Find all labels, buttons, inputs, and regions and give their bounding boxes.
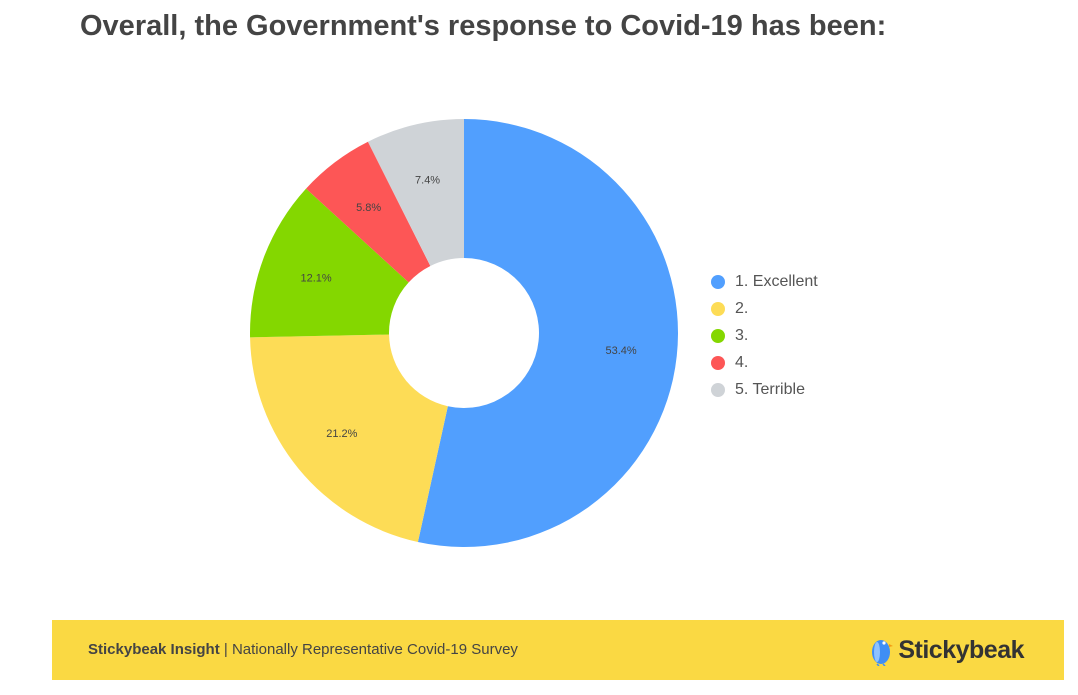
logo-text: Stickybeak [898, 635, 1024, 664]
donut-chart: 53.4% 21.2% 12.1% 5.8% 7.4% [250, 119, 679, 547]
legend-swatch [711, 328, 725, 343]
legend-item: 4. [711, 349, 818, 376]
slice-1 [417, 119, 679, 547]
footer-text: Stickybeak Insight | Nationally Represen… [88, 641, 518, 658]
slice-2 [250, 334, 448, 542]
legend-swatch [711, 274, 725, 289]
legend-item: 3. [711, 322, 818, 349]
chart-legend: 1. Excellent 2. 3. 4. 5. Terrible [711, 268, 818, 403]
footer-brand: Stickybeak Insight [88, 641, 220, 658]
legend-label: 3. [735, 326, 749, 344]
slice-label-3: 12.1% [301, 272, 332, 284]
bird-logo-icon [872, 640, 894, 666]
legend-label: 4. [735, 353, 749, 371]
slice-label-1: 53.4% [605, 345, 636, 357]
slice-5 [367, 119, 464, 266]
stickybeak-logo: Stickybeak [868, 634, 1024, 666]
legend-item: 2. [711, 295, 818, 322]
legend-swatch [711, 355, 725, 370]
slice-label-4: 5.8% [356, 202, 381, 214]
legend-swatch [711, 382, 725, 397]
legend-label: 5. Terrible [735, 380, 805, 398]
legend-label: 1. Excellent [735, 272, 818, 290]
footer-separator: | [219, 641, 232, 658]
footer-subtitle: Nationally Representative Covid-19 Surve… [231, 641, 518, 658]
legend-label: 2. [735, 299, 749, 317]
legend-item: 1. Excellent [711, 268, 818, 295]
footer-banner: Stickybeak Insight | Nationally Represen… [52, 620, 1064, 680]
slice-4 [306, 141, 431, 283]
slice-label-5: 7.4% [415, 174, 440, 186]
legend-swatch [711, 301, 725, 316]
legend-item: 5. Terrible [711, 376, 818, 403]
chart-title: Overall, the Government's response to Co… [80, 10, 887, 42]
slice-3 [250, 188, 409, 338]
slice-label-2: 21.2% [326, 428, 357, 440]
